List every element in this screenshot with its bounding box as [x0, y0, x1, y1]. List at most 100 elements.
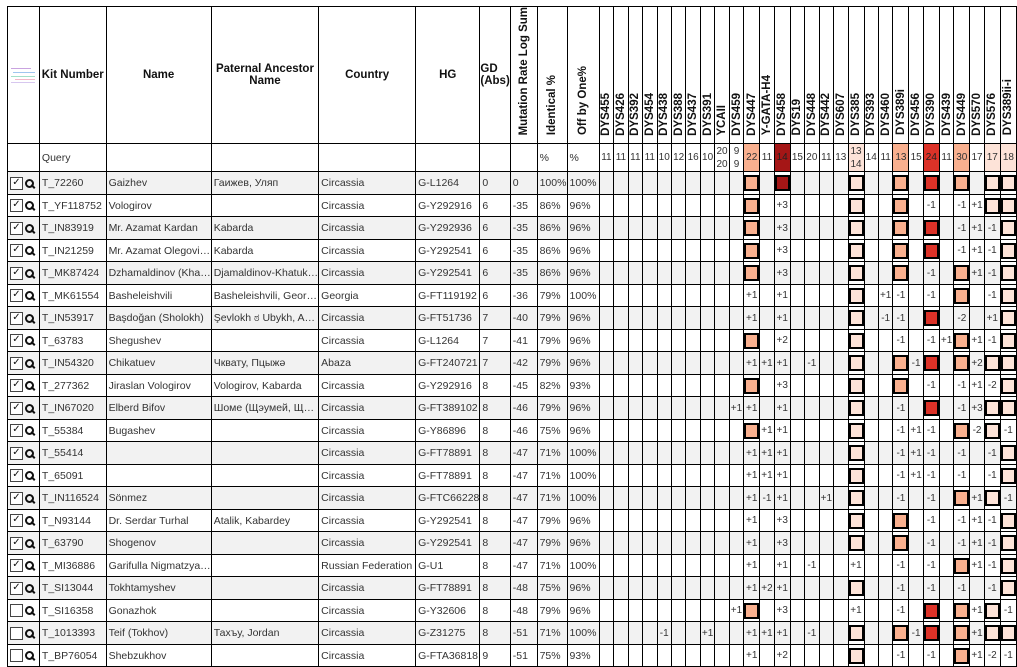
name-cell[interactable]: Gonazhok — [105, 598, 212, 623]
kit-number-cell[interactable]: T_MK87424 — [38, 261, 107, 285]
kit-number-cell[interactable]: T_SI16358 — [38, 598, 107, 623]
kit-number-cell[interactable]: T_IN83919 — [38, 216, 107, 240]
col-marker-dys459[interactable]: DYS459 — [728, 5, 745, 145]
name-cell[interactable]: Sönmez — [105, 486, 212, 510]
select-checkbox[interactable]: ✓ — [10, 581, 23, 595]
magnifier-icon[interactable] — [25, 403, 35, 414]
col-marker-dys389i[interactable]: DYS389i — [892, 5, 910, 145]
kit-number-cell[interactable]: T_72260 — [38, 171, 107, 195]
select-checkbox[interactable]: ✓ — [10, 289, 23, 303]
col-marker-dys388[interactable]: DYS388 — [670, 5, 687, 145]
kit-number-cell[interactable]: T_MK61554 — [38, 283, 107, 308]
col-marker-dys437[interactable]: DYS437 — [685, 5, 701, 145]
col-marker-dys438[interactable]: DYS438 — [656, 5, 672, 145]
kit-number-cell[interactable]: T_YF118752 — [38, 193, 107, 218]
col-marker-dys385[interactable]: DYS385 — [847, 5, 865, 145]
name-cell[interactable]: Jiraslan Vologirov — [105, 373, 212, 398]
magnifier-icon[interactable] — [25, 560, 35, 571]
name-cell[interactable] — [105, 441, 212, 465]
magnifier-icon[interactable] — [25, 470, 35, 481]
col-marker-dys458[interactable]: DYS458 — [773, 5, 791, 145]
select-checkbox[interactable]: ✓ — [10, 559, 23, 573]
col-off-by-one[interactable]: Off by One% — [566, 5, 600, 145]
select-checkbox[interactable]: ✓ — [10, 469, 23, 483]
col-marker-dys392[interactable]: DYS392 — [627, 5, 644, 145]
kit-number-cell[interactable]: T_BP76054 — [38, 643, 107, 667]
kit-number-cell[interactable]: T_55384 — [38, 418, 107, 443]
magnifier-icon[interactable] — [25, 178, 35, 189]
tree-view-icon[interactable] — [7, 5, 40, 145]
col-marker-dys390[interactable]: DYS390 — [922, 5, 940, 145]
name-cell[interactable]: Elberd Bifov — [105, 396, 212, 420]
select-checkbox[interactable]: ✓ — [10, 536, 23, 550]
col-marker-dys19[interactable]: DYS19 — [789, 5, 806, 145]
kit-number-cell[interactable]: T_MI36886 — [38, 553, 107, 578]
col-marker-dys393[interactable]: DYS393 — [863, 5, 879, 145]
magnifier-icon[interactable] — [25, 358, 35, 369]
select-checkbox[interactable]: ✓ — [10, 199, 23, 213]
kit-number-cell[interactable]: T_55414 — [38, 441, 107, 465]
name-cell[interactable]: Shebzukhov — [105, 643, 212, 667]
magnifier-icon[interactable] — [25, 268, 35, 279]
kit-number-cell[interactable]: T_IN54320 — [38, 351, 107, 375]
magnifier-icon[interactable] — [25, 290, 35, 301]
magnifier-icon[interactable] — [25, 313, 35, 324]
magnifier-icon[interactable] — [25, 448, 35, 459]
name-cell[interactable]: Dr. Serdar Turhal — [105, 508, 212, 533]
col-marker-y-gata-h4[interactable]: Y-GATA-H4 — [759, 5, 775, 145]
name-cell[interactable]: Shogenov — [105, 531, 212, 555]
magnifier-icon[interactable] — [25, 583, 35, 594]
magnifier-icon[interactable] — [25, 223, 35, 234]
select-checkbox[interactable]: ✓ — [10, 424, 23, 438]
magnifier-icon[interactable] — [25, 538, 35, 549]
select-checkbox[interactable]: ✓ — [10, 244, 23, 258]
select-checkbox[interactable]: ✓ — [10, 311, 23, 325]
col-marker-dys391[interactable]: DYS391 — [699, 5, 716, 145]
kit-number-cell[interactable]: T_N93144 — [38, 508, 107, 533]
magnifier-icon[interactable] — [25, 493, 35, 504]
select-checkbox[interactable]: ✓ — [10, 379, 23, 393]
magnifier-icon[interactable] — [25, 335, 35, 346]
select-checkbox[interactable]: ✓ — [10, 266, 23, 280]
name-cell[interactable]: Bugashev — [105, 418, 212, 443]
select-checkbox[interactable] — [10, 649, 23, 663]
name-cell[interactable]: Garifulla Nigmatzya… — [105, 553, 212, 578]
col-marker-dys570[interactable]: DYS570 — [969, 5, 985, 145]
name-cell[interactable] — [105, 463, 212, 488]
select-checkbox[interactable]: ✓ — [10, 334, 23, 348]
name-cell[interactable]: Başdoğan (Sholokh) — [105, 306, 212, 330]
kit-number-cell[interactable]: T_65091 — [38, 463, 107, 488]
select-checkbox[interactable]: ✓ — [10, 221, 23, 235]
name-cell[interactable]: Dzhamaldinov (Kha… — [105, 261, 212, 285]
select-checkbox[interactable]: ✓ — [10, 176, 23, 190]
magnifier-icon[interactable] — [25, 515, 35, 526]
magnifier-icon[interactable] — [25, 605, 35, 616]
col-paternal-ancestor[interactable]: Paternal Ancestor Name — [210, 5, 320, 145]
kit-number-cell[interactable]: T_IN67020 — [38, 396, 107, 420]
name-cell[interactable]: Teif (Tokhov) — [105, 621, 212, 645]
col-hg[interactable]: HG — [415, 5, 481, 145]
kit-number-cell[interactable]: T_IN116524 — [38, 486, 107, 510]
name-cell[interactable]: Mr. Azamat Kardan — [105, 216, 212, 240]
col-marker-dys389ii-i[interactable]: DYS389ii-i — [999, 5, 1017, 145]
magnifier-icon[interactable] — [25, 650, 35, 661]
name-cell[interactable]: Chikatuev — [105, 351, 212, 375]
kit-number-cell[interactable]: T_SI13044 — [38, 576, 107, 600]
kit-number-cell[interactable]: T_IN53917 — [38, 306, 107, 330]
kit-number-cell[interactable]: T_63783 — [38, 328, 107, 353]
col-country[interactable]: Country — [318, 5, 417, 145]
name-cell[interactable]: Vologirov — [105, 193, 212, 218]
col-marker-dys456[interactable]: DYS456 — [908, 5, 924, 145]
name-cell[interactable]: Gaizhev — [105, 171, 212, 195]
name-cell[interactable]: Shegushev — [105, 328, 212, 353]
name-cell[interactable]: Mr. Azamat Olegovi… — [105, 238, 212, 263]
col-marker-ycaii[interactable]: YCAII — [714, 5, 730, 145]
col-gd[interactable]: GD (Abs) — [479, 5, 511, 145]
kit-number-cell[interactable]: T_277362 — [38, 373, 107, 398]
col-marker-dys447[interactable]: DYS447 — [743, 5, 761, 145]
select-checkbox[interactable]: ✓ — [10, 401, 23, 415]
col-marker-dys455[interactable]: DYS455 — [598, 5, 615, 145]
kit-number-cell[interactable]: T_63790 — [38, 531, 107, 555]
magnifier-icon[interactable] — [25, 200, 35, 211]
select-checkbox[interactable]: ✓ — [10, 446, 23, 460]
